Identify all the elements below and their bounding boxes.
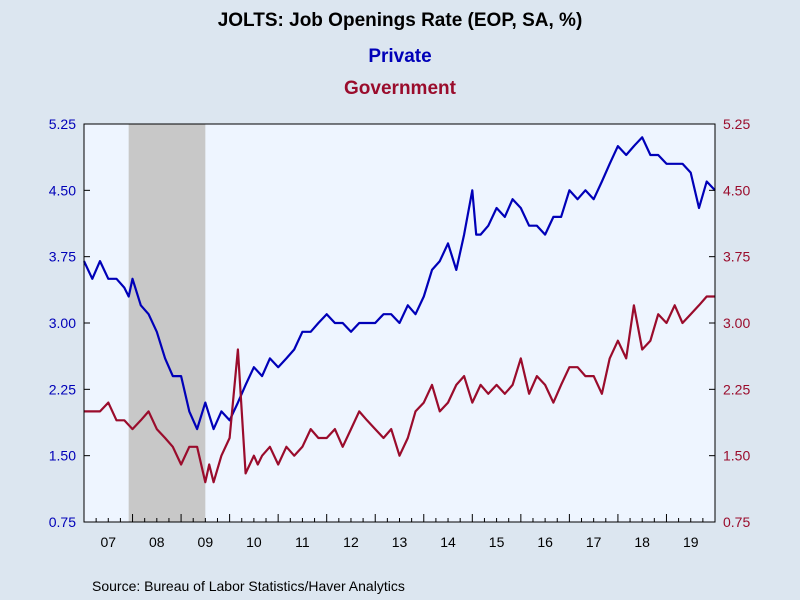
series-layer — [83, 136, 716, 484]
x-tick-label: 12 — [343, 534, 359, 550]
y-right-tick-label: 5.25 — [723, 116, 750, 132]
y-left-tick-label: 4.50 — [49, 182, 76, 198]
y-left-tick-label: 0.75 — [49, 514, 76, 530]
y-right-tick-label: 1.50 — [723, 448, 750, 464]
x-tick-label: 11 — [295, 534, 310, 550]
x-tick-label: 15 — [489, 534, 505, 550]
legend-private: Private — [368, 46, 431, 67]
x-tick-label: 18 — [634, 534, 650, 550]
recession-shade-layer — [128, 124, 206, 522]
y-right-tick-label: 3.00 — [723, 315, 750, 331]
y-right-tick-label: 3.75 — [723, 249, 750, 265]
y-left-tick-label: 3.00 — [49, 315, 76, 331]
x-tick-label: 16 — [537, 534, 553, 550]
axis-layer: 0.75 1.50 2.25 3.00 3.75 4.50 5.25 0.75 1.50 2.25… — [49, 116, 751, 550]
recession-shade — [128, 124, 206, 522]
x-tick-label: 14 — [440, 534, 456, 550]
y-left-tick-label: 3.75 — [49, 249, 76, 265]
y-left-tick-label: 1.50 — [49, 448, 76, 464]
series-line-private — [83, 136, 716, 431]
y-right-tick-label: 0.75 — [723, 514, 750, 530]
x-tick-label: 19 — [683, 534, 699, 550]
y-right-tick-label: 2.25 — [723, 381, 750, 397]
x-tick-label: 13 — [392, 534, 408, 550]
legend-government: Government — [344, 78, 457, 99]
source-note: Source: Bureau of Labor Statistics/Haver… — [92, 578, 405, 594]
y-right-tick-label: 4.50 — [723, 182, 750, 198]
x-tick-label: 08 — [149, 534, 165, 550]
x-tick-label: 09 — [198, 534, 214, 550]
x-tick-label: 07 — [100, 534, 116, 550]
series-line-government — [84, 295, 715, 484]
y-left-tick-label: 5.25 — [49, 116, 76, 132]
chart-title: JOLTS: Job Openings Rate (EOP, SA, %) — [218, 10, 583, 31]
y-left-tick-label: 2.25 — [49, 381, 76, 397]
x-tick-label: 10 — [246, 534, 262, 550]
x-tick-label: 17 — [586, 534, 602, 550]
